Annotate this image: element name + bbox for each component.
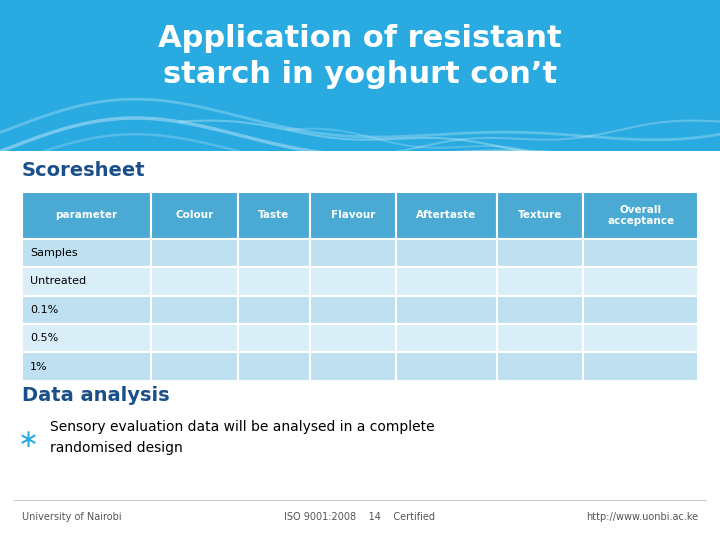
FancyBboxPatch shape xyxy=(396,296,497,324)
FancyBboxPatch shape xyxy=(238,296,310,324)
FancyBboxPatch shape xyxy=(238,192,310,239)
FancyBboxPatch shape xyxy=(583,353,698,381)
Text: Texture: Texture xyxy=(518,210,562,220)
FancyBboxPatch shape xyxy=(497,353,583,381)
FancyBboxPatch shape xyxy=(22,239,151,267)
FancyBboxPatch shape xyxy=(22,324,151,353)
Text: Colour: Colour xyxy=(175,210,214,220)
FancyBboxPatch shape xyxy=(22,353,151,381)
FancyBboxPatch shape xyxy=(238,267,310,296)
FancyBboxPatch shape xyxy=(583,296,698,324)
FancyBboxPatch shape xyxy=(238,324,310,353)
Text: Sensory evaluation data will be analysed in a complete
randomised design: Sensory evaluation data will be analysed… xyxy=(50,420,435,455)
FancyBboxPatch shape xyxy=(151,192,238,239)
FancyBboxPatch shape xyxy=(151,296,238,324)
Text: Untreated: Untreated xyxy=(30,276,86,287)
FancyBboxPatch shape xyxy=(151,239,238,267)
FancyBboxPatch shape xyxy=(583,267,698,296)
FancyBboxPatch shape xyxy=(396,353,497,381)
Text: Taste: Taste xyxy=(258,210,289,220)
Text: 0.1%: 0.1% xyxy=(30,305,58,315)
FancyBboxPatch shape xyxy=(396,192,497,239)
Text: University of Nairobi: University of Nairobi xyxy=(22,512,121,522)
FancyBboxPatch shape xyxy=(396,267,497,296)
Text: Application of resistant
starch in yoghurt con’t: Application of resistant starch in yoghu… xyxy=(158,24,562,89)
FancyBboxPatch shape xyxy=(238,239,310,267)
Text: Overall
acceptance: Overall acceptance xyxy=(607,205,675,226)
FancyBboxPatch shape xyxy=(310,353,396,381)
FancyBboxPatch shape xyxy=(497,192,583,239)
FancyBboxPatch shape xyxy=(310,296,396,324)
FancyBboxPatch shape xyxy=(497,239,583,267)
FancyBboxPatch shape xyxy=(583,192,698,239)
FancyBboxPatch shape xyxy=(310,239,396,267)
Text: Scoresheet: Scoresheet xyxy=(22,160,145,180)
FancyBboxPatch shape xyxy=(497,296,583,324)
FancyBboxPatch shape xyxy=(310,267,396,296)
Text: Aftertaste: Aftertaste xyxy=(416,210,477,220)
Text: parameter: parameter xyxy=(55,210,117,220)
FancyBboxPatch shape xyxy=(22,296,151,324)
FancyBboxPatch shape xyxy=(0,0,720,151)
Text: ISO 9001:2008    14    Certified: ISO 9001:2008 14 Certified xyxy=(284,512,436,522)
FancyBboxPatch shape xyxy=(151,324,238,353)
Text: Flavour: Flavour xyxy=(330,210,375,220)
FancyBboxPatch shape xyxy=(583,239,698,267)
FancyBboxPatch shape xyxy=(310,192,396,239)
FancyBboxPatch shape xyxy=(497,324,583,353)
FancyBboxPatch shape xyxy=(151,267,238,296)
FancyBboxPatch shape xyxy=(22,192,151,239)
FancyBboxPatch shape xyxy=(497,267,583,296)
FancyBboxPatch shape xyxy=(22,267,151,296)
FancyBboxPatch shape xyxy=(310,324,396,353)
Text: ∗: ∗ xyxy=(18,428,40,452)
FancyBboxPatch shape xyxy=(396,239,497,267)
Text: Data analysis: Data analysis xyxy=(22,386,169,405)
Text: 0.5%: 0.5% xyxy=(30,333,58,343)
FancyBboxPatch shape xyxy=(151,353,238,381)
Text: Samples: Samples xyxy=(30,248,78,258)
FancyBboxPatch shape xyxy=(396,324,497,353)
FancyBboxPatch shape xyxy=(583,324,698,353)
Text: http://www.uonbi.ac.ke: http://www.uonbi.ac.ke xyxy=(586,512,698,522)
FancyBboxPatch shape xyxy=(238,353,310,381)
Text: 1%: 1% xyxy=(30,361,48,372)
